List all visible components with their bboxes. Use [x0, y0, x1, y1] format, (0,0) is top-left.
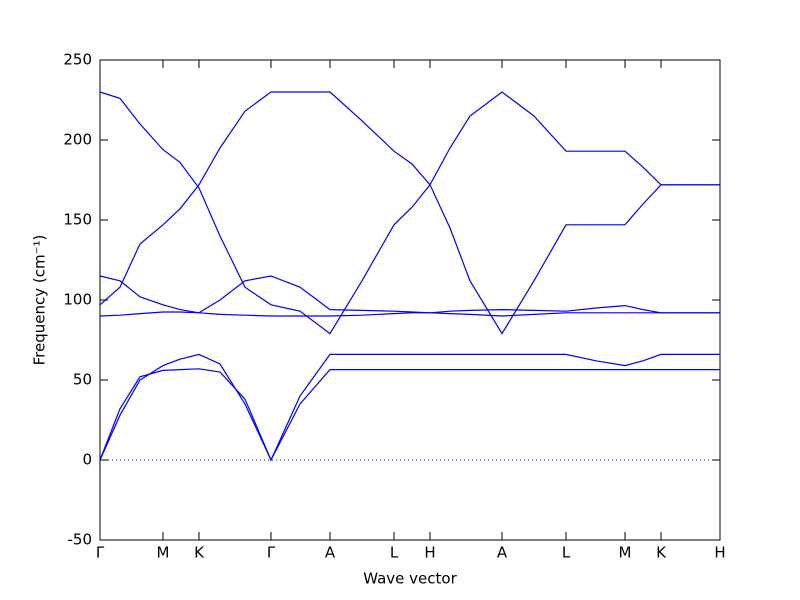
x-tick-label: A	[325, 544, 336, 562]
y-tick-label: 100	[63, 291, 92, 309]
y-tick-label: 200	[63, 131, 92, 149]
band-line	[99, 91, 720, 335]
y-axis-label: Frequency (cm⁻¹)	[31, 235, 49, 366]
x-tick-label: L	[390, 544, 399, 562]
x-tick-label: Γ	[96, 544, 105, 562]
y-tick-label: 0	[82, 451, 92, 469]
y-tick-label: 250	[63, 51, 92, 69]
band-line	[99, 275, 720, 314]
plot-frame	[99, 59, 721, 541]
y-tick-label: -50	[68, 531, 93, 549]
x-tick-label: Γ	[267, 544, 276, 562]
x-tick-label: L	[562, 544, 571, 562]
x-tick-label: K	[194, 544, 205, 562]
band-line	[99, 353, 720, 462]
x-tick-label: M	[157, 544, 170, 562]
x-tick-label: A	[497, 544, 508, 562]
band-line	[99, 91, 720, 335]
x-tick-label: K	[656, 544, 667, 562]
band-line	[99, 368, 720, 462]
y-tick-label: 50	[73, 371, 92, 389]
x-tick-label: H	[424, 544, 435, 562]
x-tick-label: H	[714, 544, 725, 562]
y-tick-label: 150	[63, 211, 92, 229]
x-axis-label: Wave vector	[363, 570, 457, 588]
x-tick-label: M	[619, 544, 632, 562]
band-line	[99, 311, 720, 317]
